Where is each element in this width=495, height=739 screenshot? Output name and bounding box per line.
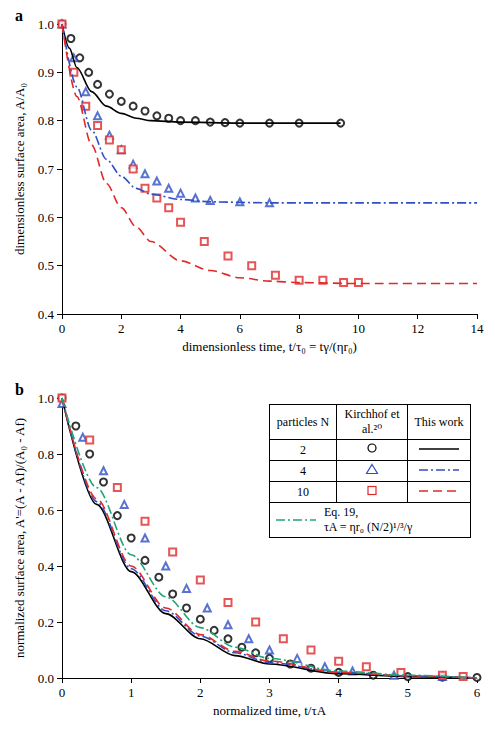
html-text:This work: This work [414, 414, 464, 429]
svg-text:dimensionless surface area, A/: dimensionless surface area, A/A₀ [12, 83, 27, 255]
svg-text:0.0: 0.0 [38, 671, 54, 686]
svg-text:0.6: 0.6 [38, 503, 55, 518]
svg-text:0: 0 [59, 685, 66, 700]
svg-text:normalized time, t/τA: normalized time, t/τA [213, 703, 327, 718]
svg-text:3: 3 [266, 685, 273, 700]
svg-text:b: b [15, 381, 24, 398]
svg-text:2: 2 [197, 685, 204, 700]
svg-text:0.2: 0.2 [38, 615, 54, 630]
html-text:Kirchhof et al.²⁰: Kirchhof et al.²⁰ [344, 407, 400, 436]
svg-text:14: 14 [471, 321, 485, 336]
svg-text:0.8: 0.8 [38, 447, 54, 462]
svg-text:0.5: 0.5 [38, 258, 54, 273]
svg-text:0.4: 0.4 [38, 559, 55, 574]
svg-text:0: 0 [59, 321, 66, 336]
svg-text:0.9: 0.9 [38, 65, 54, 80]
html-text:particles N: particles N [276, 414, 330, 429]
html-text:2: 2 [300, 442, 306, 457]
html-text:4: 4 [300, 463, 306, 478]
svg-text:0.6: 0.6 [38, 210, 55, 225]
svg-text:1.0: 1.0 [38, 391, 54, 406]
svg-text:dimensionless time, t/τ₀ = tγ/: dimensionless time, t/τ₀ = tγ/(ηr₀) [182, 339, 357, 354]
svg-text:a: a [15, 7, 23, 24]
html-text:τA = ηr₀ (N/2)¹/³/γ: τA = ηr₀ (N/2)¹/³/γ [324, 520, 413, 534]
svg-text:0.8: 0.8 [38, 113, 54, 128]
svg-text:0.4: 0.4 [38, 307, 55, 322]
svg-text:8: 8 [296, 321, 303, 336]
svg-text:5: 5 [405, 685, 412, 700]
svg-text:normalized surface area, A'=(A: normalized surface area, A'=(A - Af)/(A₀… [12, 418, 27, 658]
svg-text:12: 12 [411, 321, 424, 336]
svg-text:4: 4 [177, 321, 184, 336]
svg-text:2: 2 [118, 321, 125, 336]
html-text:Eq. 19,: Eq. 19, [324, 505, 359, 519]
svg-text:1: 1 [128, 685, 135, 700]
svg-text:0.7: 0.7 [38, 162, 55, 177]
svg-text:6: 6 [474, 685, 481, 700]
svg-text:1.0: 1.0 [38, 17, 54, 32]
html-text:10: 10 [297, 484, 309, 499]
svg-text:10: 10 [352, 321, 365, 336]
svg-text:6: 6 [237, 321, 244, 336]
svg-text:4: 4 [335, 685, 342, 700]
